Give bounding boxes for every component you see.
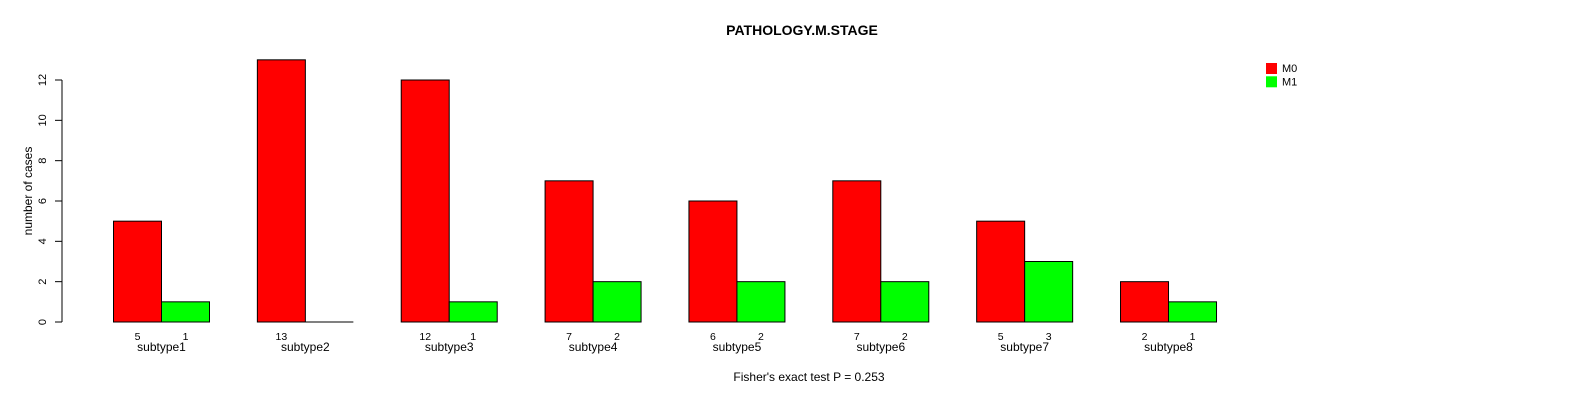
legend-label-m1: M1 [1282,76,1297,88]
y-axis-label: number of cases [21,147,35,236]
bar-m0-subtype8 [1120,281,1170,323]
bar-value-label: 2 [614,331,620,343]
bars-layer [113,59,1218,323]
bar-m1-subtype8 [1168,301,1218,323]
category-label-subtype6: subtype6 [856,340,905,354]
category-label-subtype1: subtype1 [137,340,186,354]
bar-value-label: 2 [902,331,908,343]
bar-m0-subtype6 [832,180,882,323]
y-axis-tick-label: 6 [37,198,49,204]
bar-value-label: 1 [470,331,476,343]
category-label-subtype3: subtype3 [425,340,474,354]
bar-value-label: 1 [1190,331,1196,343]
legend-label-m0: M0 [1282,63,1297,75]
bar-value-label: 5 [135,331,141,343]
y-axis-tick-label: 10 [37,114,49,126]
legend-swatch-m1 [1266,76,1277,88]
bar-value-label: 1 [183,331,189,343]
y-axis-tick-label: 12 [37,74,49,86]
bar-m0-subtype4 [544,180,594,323]
y-axis: 0 2 4 6 8 10 12 [37,74,63,325]
y-axis-tick-label: 0 [37,319,49,325]
bar-value-labels: 5 1 13 12 1 7 2 6 2 7 2 5 3 2 1 [135,331,1196,343]
bar-value-label: 13 [276,331,288,343]
y-axis-tick-label: 8 [37,158,49,164]
fisher-test-annotation: Fisher's exact test P = 0.253 [733,370,884,384]
bar-m0-subtype3 [400,79,450,323]
bar-m0-subtype7 [976,220,1026,323]
bar-m1-subtype6 [880,281,930,323]
category-label-subtype4: subtype4 [569,340,618,354]
bar-value-label: 7 [566,331,572,343]
category-labels: subtype1 subtype2 subtype3 subtype4 subtype5… [137,340,1193,354]
bar-m0-subtype2 [256,59,306,323]
bar-m1-subtype5 [736,281,786,323]
bar-m1-subtype3 [448,301,498,323]
bar-m0-subtype1 [113,220,162,323]
bar-value-label: 2 [758,331,764,343]
legend-swatch-m0 [1266,63,1277,74]
bar-m1-subtype1 [161,301,210,323]
bar-value-label: 7 [854,331,860,343]
bar-m0-subtype5 [688,200,738,323]
category-label-subtype8: subtype8 [1144,340,1193,354]
bar-value-label: 3 [1046,331,1052,343]
category-label-subtype7: subtype7 [1000,340,1049,354]
bar-value-label: 6 [710,331,716,343]
chart-title: PATHOLOGY.M.STAGE [726,22,878,38]
y-axis-tick-label: 4 [37,238,49,244]
category-label-subtype2: subtype2 [281,340,330,354]
bar-value-label: 12 [419,331,431,343]
category-label-subtype5: subtype5 [713,340,762,354]
bar-value-label: 5 [998,331,1004,343]
bar-m1-subtype4 [592,281,642,323]
bar-value-label: 2 [1142,331,1148,343]
y-axis-tick-label: 2 [37,279,49,285]
bar-m1-subtype7 [1024,261,1074,323]
